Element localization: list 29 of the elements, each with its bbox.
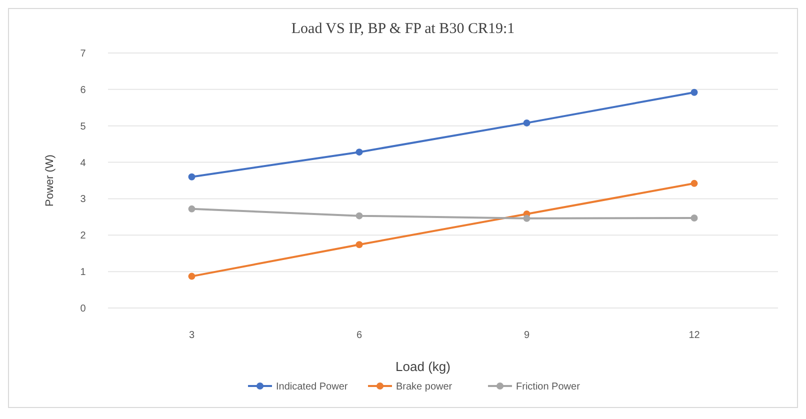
y-tick-label: 5 [80, 121, 86, 132]
point [188, 205, 196, 212]
point [356, 148, 363, 156]
point [188, 173, 196, 180]
legend-label: Friction Power [516, 382, 581, 392]
point [523, 119, 530, 126]
y-tick-label: 2 [80, 230, 86, 242]
chart-title: Load VS IP, BP & FP at B30 CR19:1 [291, 21, 515, 37]
y-tick-label: 7 [80, 48, 86, 60]
point [690, 180, 698, 187]
legend-label: Brake power [396, 382, 453, 392]
point [356, 241, 363, 248]
point [188, 272, 196, 280]
x-axis-title: Load (kg) [396, 359, 450, 374]
point [523, 214, 530, 222]
y-tick-label: 0 [80, 304, 86, 314]
y-tick-label: 3 [80, 194, 86, 206]
legend-label: Indicated Power [276, 382, 348, 392]
point [690, 214, 698, 222]
x-tick-label: 12 [688, 330, 700, 341]
x-tick-label: 3 [188, 330, 195, 341]
y-tick-label: 1 [80, 267, 86, 278]
y-tick-label: 4 [80, 158, 86, 169]
x-tick-label: 6 [356, 330, 362, 341]
y-axis-title: Power (W) [44, 154, 56, 206]
point [356, 212, 363, 220]
x-tick-label: 9 [524, 330, 530, 341]
point [690, 88, 698, 96]
y-tick-label: 6 [80, 84, 86, 96]
